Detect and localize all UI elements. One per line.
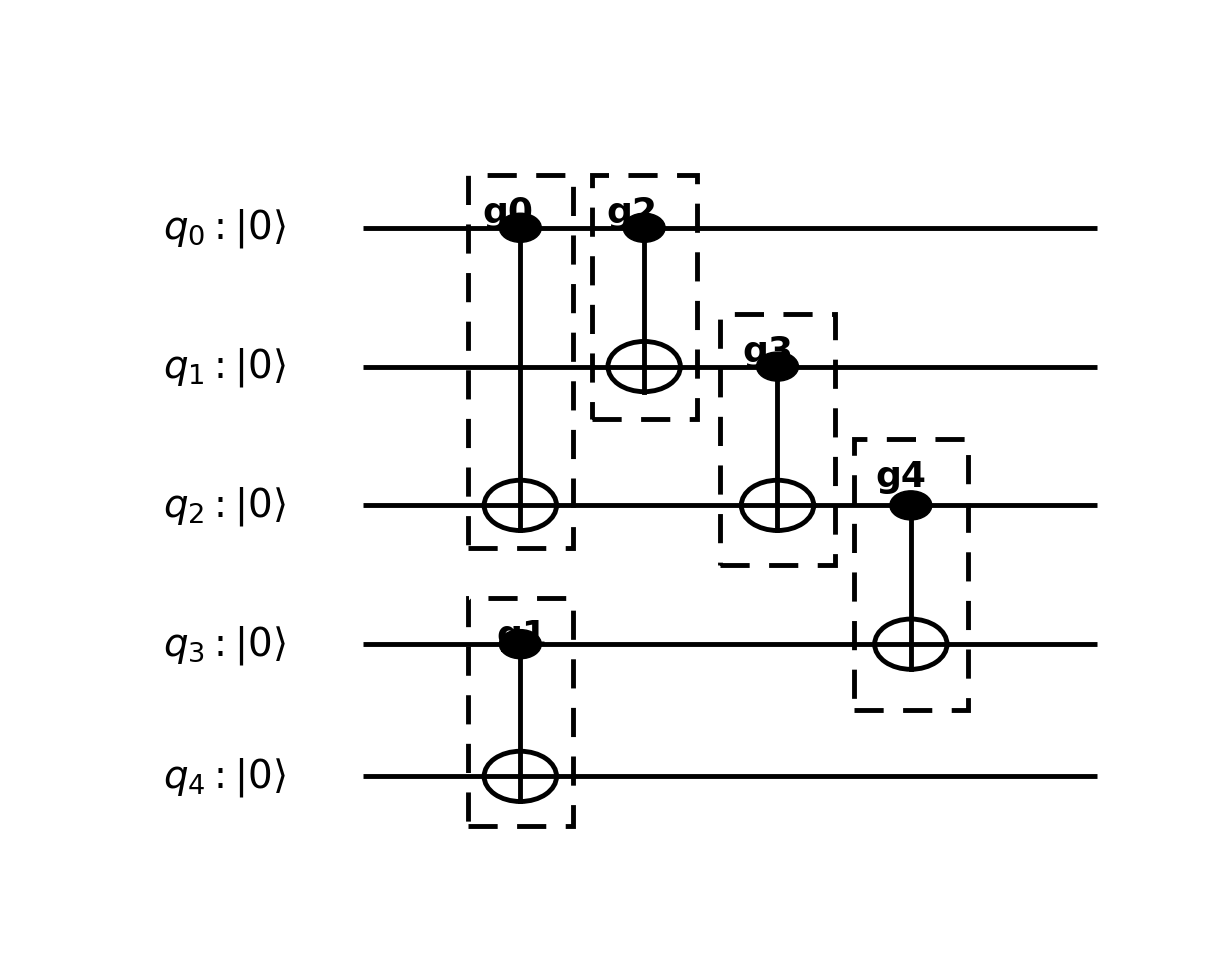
Circle shape [484, 481, 557, 531]
Circle shape [623, 214, 665, 243]
Text: $\mathit{q}_{3} : |0\rangle$: $\mathit{q}_{3} : |0\rangle$ [163, 623, 286, 666]
Circle shape [741, 481, 814, 531]
Text: g1: g1 [497, 618, 547, 652]
Text: g3: g3 [742, 334, 793, 368]
Bar [592, 175, 697, 420]
Text: $\mathit{q}_{0} : |0\rangle$: $\mathit{q}_{0} : |0\rangle$ [163, 207, 286, 250]
Circle shape [484, 752, 557, 801]
Text: $\mathit{q}_{2} : |0\rangle$: $\mathit{q}_{2} : |0\rangle$ [163, 484, 286, 527]
Circle shape [890, 491, 932, 520]
Text: g0: g0 [482, 196, 533, 230]
Circle shape [608, 342, 681, 392]
Text: $\mathit{q}_{4} : |0\rangle$: $\mathit{q}_{4} : |0\rangle$ [163, 755, 286, 798]
Text: $\mathit{q}_{1} : |0\rangle$: $\mathit{q}_{1} : |0\rangle$ [163, 346, 286, 389]
Text: g4: g4 [875, 459, 927, 493]
Circle shape [499, 630, 541, 659]
Circle shape [757, 353, 799, 382]
Bar [854, 440, 968, 710]
Circle shape [875, 619, 948, 670]
Bar [468, 175, 573, 548]
Text: g2: g2 [606, 196, 658, 230]
Bar [720, 314, 834, 565]
Bar [468, 598, 573, 827]
Circle shape [499, 214, 541, 243]
